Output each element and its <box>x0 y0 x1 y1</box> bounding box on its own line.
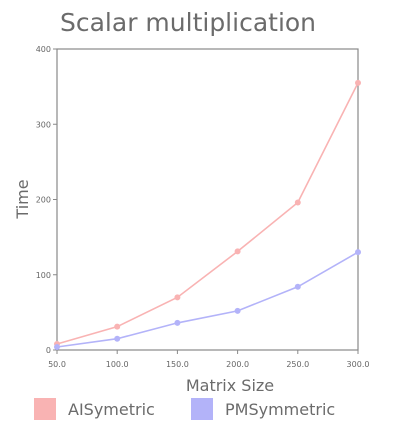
legend-label-1: AISymetric <box>68 400 155 419</box>
series-1-point <box>174 294 181 301</box>
legend: AISymetric PMSymmetric <box>34 398 335 420</box>
plot-area: 0 100 200 300 400 50.0 100.0 150.0 200.0 250.0 300… <box>36 45 370 369</box>
x-axis-label: Matrix Size <box>186 376 274 395</box>
series-2-point <box>355 249 361 256</box>
x-tick-label: 150.0 <box>166 360 189 369</box>
y-tick-label: 300 <box>36 120 51 129</box>
y-tick-label: 0 <box>46 346 51 355</box>
series-2-point <box>114 335 121 342</box>
x-tick-label: 250.0 <box>286 360 309 369</box>
legend-swatch-1 <box>34 398 56 420</box>
y-tick-label: 400 <box>36 45 51 54</box>
series-line-1 <box>56 82 359 345</box>
series-1-point <box>355 79 361 86</box>
x-tick-label: 300.0 <box>347 360 370 369</box>
legend-label-2: PMSymmetric <box>225 400 335 419</box>
x-tick-label: 200.0 <box>226 360 249 369</box>
series-1-point <box>294 199 301 206</box>
plot-frame <box>56 48 359 351</box>
y-tick-label: 100 <box>36 271 51 280</box>
series-2-point <box>294 283 301 290</box>
series-1-point <box>114 323 121 330</box>
legend-swatch-2 <box>191 398 213 420</box>
y-tick-label: 200 <box>36 196 51 205</box>
series-2-point <box>54 343 60 350</box>
series-1-point <box>234 248 241 255</box>
x-tick-label: 50.0 <box>48 360 66 369</box>
series-2-point <box>234 307 241 314</box>
chart-title: Scalar multiplication <box>60 8 316 37</box>
series-2-point <box>174 319 181 326</box>
y-axis-label: Time <box>13 179 32 219</box>
series-line-2 <box>56 251 359 348</box>
x-tick-label: 100.0 <box>106 360 129 369</box>
